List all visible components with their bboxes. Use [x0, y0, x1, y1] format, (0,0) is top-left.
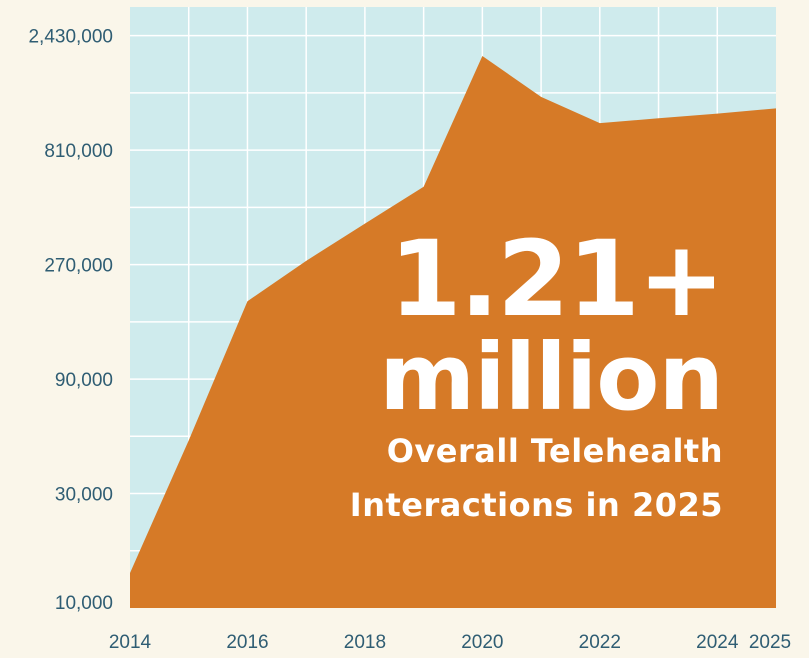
y-tick-label: 810,000: [44, 141, 113, 162]
x-tick-label: 2014: [109, 632, 152, 653]
headline-line-1: Overall Telehealth: [386, 432, 723, 470]
y-tick-label: 30,000: [55, 485, 113, 506]
area-series: [130, 55, 776, 609]
x-tick-label: 2016: [226, 632, 268, 653]
headline-line-2: Interactions in 2025: [349, 486, 723, 524]
y-tick-label: 2,430,000: [28, 27, 113, 48]
y-axis-tick-labels: 10,000 30,000 90,000 270,000 810,000 2,430,00…: [28, 27, 113, 614]
headline-unit: million: [379, 324, 724, 431]
x-tick-label: 2024: [696, 632, 739, 653]
headline-callout: 1.21+ million Overall Telehealth Interac…: [349, 218, 725, 532]
y-tick-label: 10,000: [55, 593, 113, 614]
x-tick-label: 2020: [461, 632, 503, 653]
x-tick-label: 2025: [749, 632, 791, 653]
x-tick-label: 2018: [344, 632, 386, 653]
y-tick-label: 270,000: [44, 256, 113, 277]
x-axis-tick-labels: 2014 2016 2018 2020 2022 2024 2025: [109, 632, 791, 653]
headline-number: 1.21+: [389, 218, 725, 340]
y-tick-label: 90,000: [55, 370, 113, 391]
x-tick-label: 2022: [579, 632, 621, 653]
